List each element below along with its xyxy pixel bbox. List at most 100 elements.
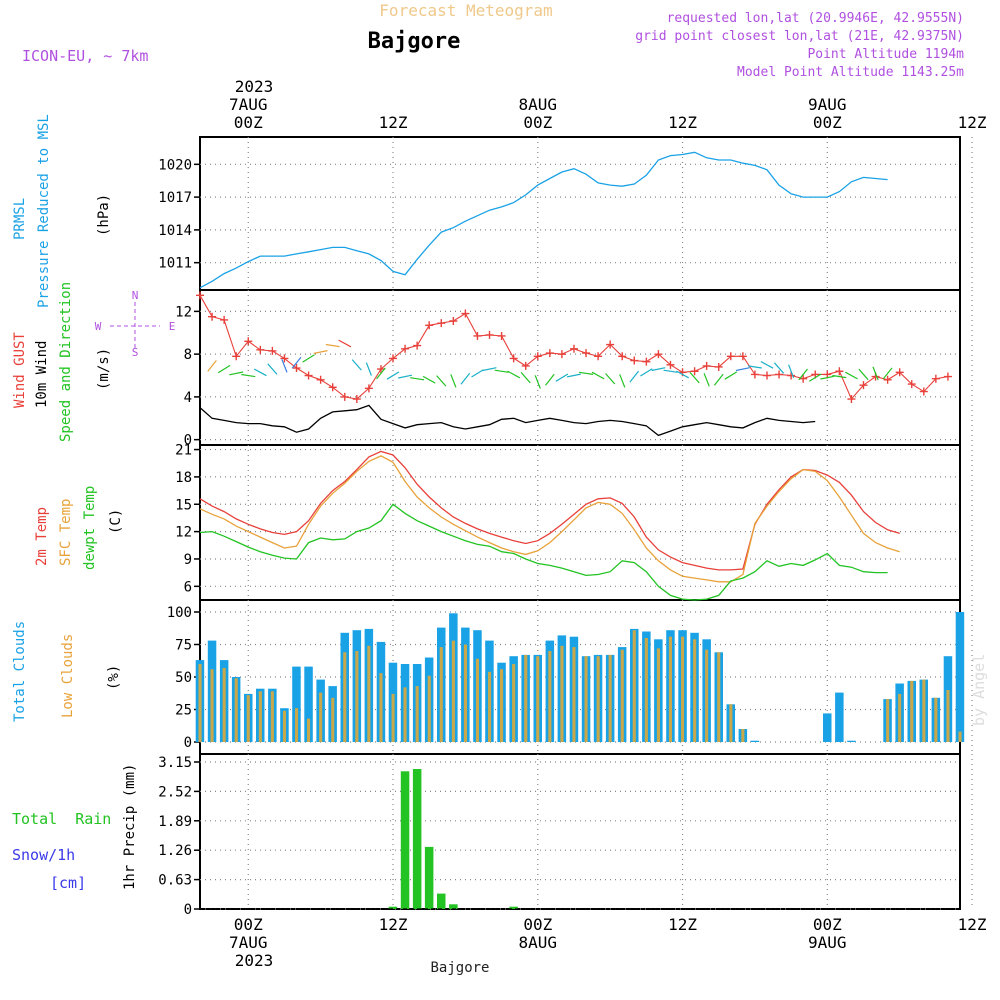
- wind-gust-marker: [835, 367, 844, 376]
- cloud-total-bar: [750, 740, 760, 742]
- wind-gust-marker: [582, 349, 591, 358]
- wind-gust-marker: [606, 340, 615, 349]
- wind-arrow: [858, 368, 869, 381]
- wind-gust-marker: [943, 372, 952, 381]
- cloud-low-bar: [439, 647, 443, 742]
- wind-arrow: [471, 369, 484, 378]
- forecast-title: Forecast Meteogram: [379, 1, 552, 20]
- wind-arrow: [351, 359, 362, 371]
- series-layer: [195, 151, 965, 910]
- top-hour-label: 00Z: [234, 113, 263, 132]
- wind-gust-marker: [292, 364, 301, 373]
- wind-arrow: [676, 370, 689, 379]
- wind-frame: [199, 289, 961, 446]
- wind-gust-marker: [726, 352, 735, 361]
- wind-arrow: [494, 369, 509, 373]
- panel-frames: [199, 136, 961, 910]
- wind-arrow: [872, 366, 879, 381]
- cloud-low-bar: [367, 645, 371, 742]
- precip-frame: [199, 753, 961, 910]
- precip-rain-bar: [412, 769, 422, 909]
- wind-arrow: [545, 373, 555, 386]
- top-year-label: 2023: [235, 77, 274, 96]
- cloud-unit: (%): [106, 665, 122, 690]
- wind-arrow: [302, 354, 315, 363]
- wind-10m-line: [199, 404, 816, 437]
- temp-tick-label: 9: [184, 552, 192, 568]
- cloud-low-bar: [524, 654, 528, 742]
- wind-arrow: [605, 373, 616, 385]
- wind-gust-marker: [389, 354, 398, 363]
- pressure-label-b: Pressure Reduced to MSL: [36, 114, 52, 308]
- cloud-low-bar: [451, 640, 455, 742]
- cloud-low-bar: [391, 693, 395, 742]
- clouds-tick-label: 25: [175, 703, 192, 719]
- wind-arrow: [207, 360, 217, 372]
- wind-gust-marker: [738, 352, 747, 361]
- cloud-low-bar: [403, 687, 407, 742]
- wind-arrow: [460, 372, 471, 385]
- wind-gust-marker: [714, 362, 723, 371]
- precip-tick-label: 0: [184, 902, 192, 918]
- bottom-hour-label: 12Z: [668, 915, 697, 934]
- precip-rain-bar: [400, 771, 410, 909]
- temp-tick-label: 18: [175, 470, 192, 486]
- cloud-low-bar: [596, 656, 600, 742]
- wind-arrow: [651, 367, 666, 372]
- pressure-frame: [199, 136, 961, 291]
- model-altitude: Model Point Altitude 1143.25m: [737, 65, 964, 80]
- cloud-low-label: Low Clouds: [60, 634, 76, 718]
- wind-gust-marker: [401, 344, 410, 353]
- cloud-low-bar: [741, 729, 745, 742]
- wind-arrow: [520, 372, 531, 384]
- cloud-low-bar: [886, 699, 890, 742]
- temp-sfc-label: SFC Temp: [58, 499, 74, 566]
- wind-arrow: [713, 373, 724, 386]
- grid-lines: [194, 137, 973, 910]
- wind-arrow: [398, 374, 413, 379]
- bottom-location: Bajgore: [430, 960, 489, 976]
- pressure-tick-label: 1011: [158, 256, 192, 272]
- wind-arrow: [832, 374, 847, 379]
- cloud-low-bar: [295, 708, 299, 742]
- point-altitude: Point Altitude 1194m: [807, 47, 964, 62]
- wind-gust-marker: [208, 312, 217, 321]
- cloud-low-bar: [681, 636, 685, 742]
- cloud-low-bar: [946, 690, 950, 742]
- wind-gust-marker: [244, 337, 253, 346]
- cloud-total-bar: [835, 692, 844, 742]
- wind-gust-marker: [666, 360, 675, 369]
- wind-gust-marker: [775, 370, 784, 379]
- cloud-low-bar: [608, 654, 612, 742]
- wind-arrow: [217, 364, 231, 374]
- precip-tick-label: 1.89: [158, 814, 192, 830]
- wind-arrow: [267, 363, 278, 375]
- compass-west: W: [95, 320, 102, 333]
- wind-arrow: [566, 373, 581, 378]
- wind-gust-marker: [497, 331, 506, 340]
- wind-gust-marker: [316, 375, 325, 384]
- wind-arrow: [747, 365, 762, 369]
- wind-arrow: [229, 371, 244, 376]
- wind-arrow: [534, 375, 541, 389]
- wind-gust-marker: [883, 375, 892, 384]
- cloud-low-bar: [644, 638, 648, 742]
- wind-arrow: [313, 350, 328, 354]
- cloud-total-label: Total Clouds: [12, 621, 28, 722]
- wind-arrow: [450, 374, 457, 388]
- cloud-total-bar: [292, 666, 301, 742]
- wind-arrow: [760, 360, 774, 369]
- wind-10m-label: 10m Wind: [34, 341, 50, 408]
- top-hour-label: 12Z: [668, 113, 697, 132]
- temp-tick-label: 15: [175, 497, 192, 513]
- wind-gust-marker: [762, 371, 771, 380]
- wind-arrow: [241, 373, 256, 378]
- wind-gust-marker: [364, 384, 373, 393]
- precip-cm-label: [cm]: [50, 874, 86, 892]
- precip-unit: 1hr Precip (mm): [122, 764, 138, 890]
- cloud-low-bar: [668, 636, 672, 742]
- wind-arrow: [663, 369, 678, 373]
- clouds-tick-label: 75: [175, 638, 192, 654]
- wind-gust-marker: [196, 291, 204, 300]
- precip-rain-bar: [424, 846, 434, 909]
